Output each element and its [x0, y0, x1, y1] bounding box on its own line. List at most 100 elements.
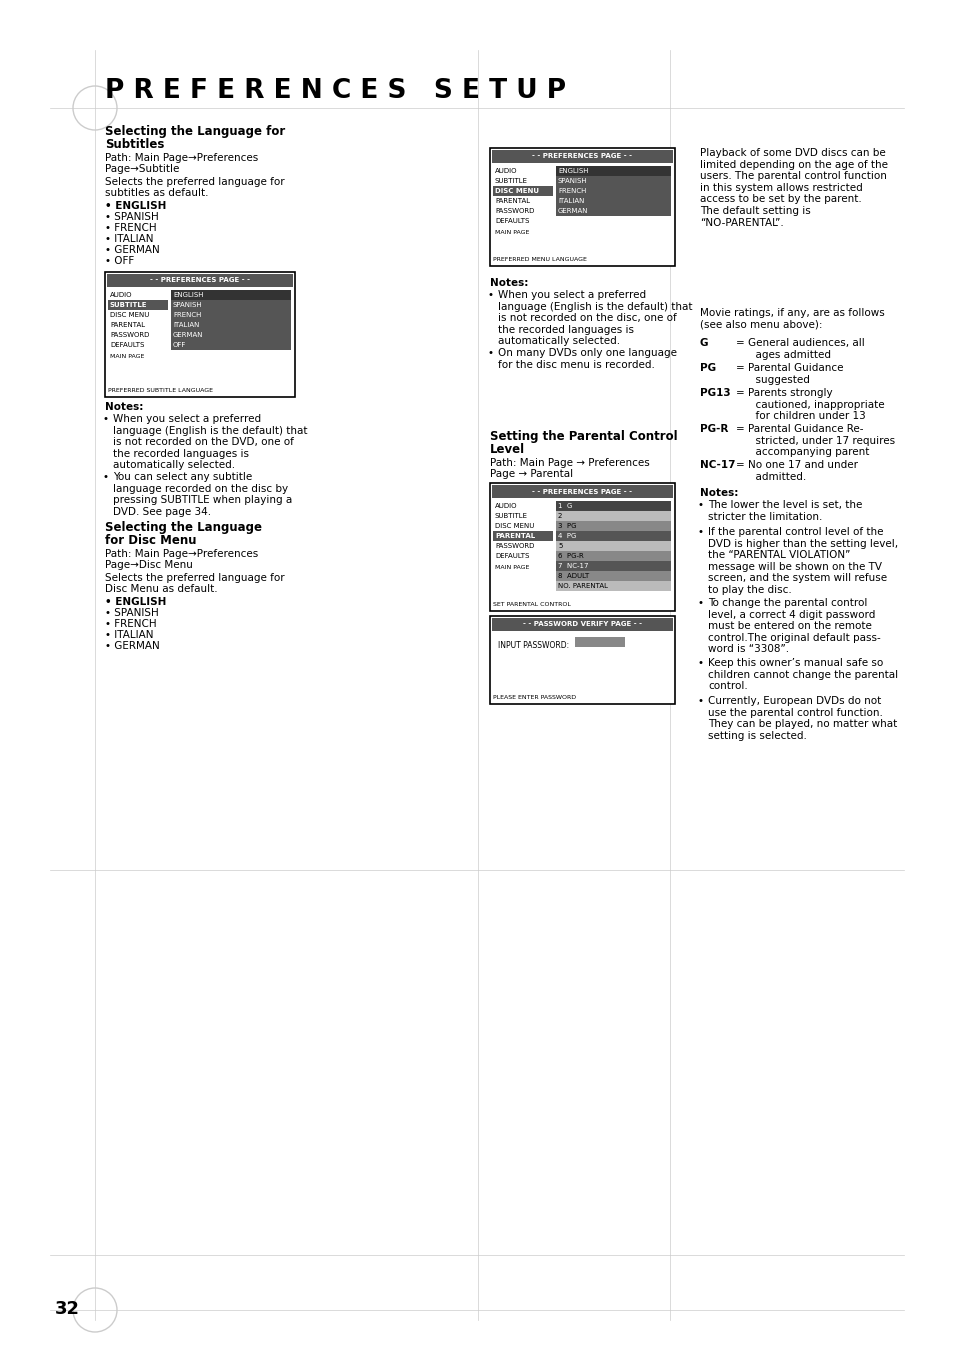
Text: ITALIAN: ITALIAN [558, 198, 584, 204]
Text: GERMAN: GERMAN [172, 332, 203, 339]
Bar [492, 618, 672, 631]
Text: •: • [103, 472, 109, 482]
Text: DEFAULTS: DEFAULTS [495, 553, 529, 558]
Text: AUDIO: AUDIO [495, 503, 517, 509]
Bar [556, 186, 670, 196]
Bar [556, 166, 670, 175]
Bar [492, 486, 672, 498]
Text: • ITALIAN: • ITALIAN [105, 233, 153, 244]
Text: Currently, European DVDs do not
use the parental control function.
They can be p: Currently, European DVDs do not use the … [707, 696, 897, 741]
Text: Page→Disc Menu: Page→Disc Menu [105, 560, 193, 571]
Text: NO. PARENTAL: NO. PARENTAL [558, 583, 607, 590]
Text: - - PREFERENCES PAGE - -: - - PREFERENCES PAGE - - [532, 488, 632, 495]
Bar [171, 310, 291, 320]
Text: •: • [698, 527, 703, 537]
Text: 5: 5 [558, 544, 561, 549]
Text: Notes:: Notes: [700, 488, 738, 498]
Text: PARENTAL: PARENTAL [495, 533, 535, 540]
Text: When you select a preferred
language (English is the default) that
is not record: When you select a preferred language (En… [112, 414, 307, 471]
Text: • FRENCH: • FRENCH [105, 223, 156, 233]
Text: - - PASSWORD VERIFY PAGE - -: - - PASSWORD VERIFY PAGE - - [522, 622, 641, 627]
Text: PASSWORD: PASSWORD [495, 208, 534, 214]
Text: Selects the preferred language for: Selects the preferred language for [105, 573, 284, 583]
Bar [556, 532, 670, 541]
Text: AUDIO: AUDIO [495, 169, 517, 174]
Bar [556, 206, 670, 216]
Text: Playback of some DVD discs can be
limited depending on the age of the
users. The: Playback of some DVD discs can be limite… [700, 148, 887, 228]
Bar [492, 150, 672, 163]
Text: FRENCH: FRENCH [172, 312, 201, 318]
Bar [493, 532, 553, 541]
Bar [171, 320, 291, 331]
Text: PASSWORD: PASSWORD [110, 332, 150, 339]
Bar [556, 175, 670, 186]
Text: Notes:: Notes: [490, 278, 528, 287]
Bar [171, 290, 291, 299]
Text: PARENTAL: PARENTAL [495, 198, 530, 204]
Text: Subtitles: Subtitles [105, 138, 164, 151]
Bar [556, 561, 670, 571]
Text: 3  PG: 3 PG [558, 523, 576, 529]
Text: • GERMAN: • GERMAN [105, 246, 159, 255]
Text: SPANISH: SPANISH [172, 302, 202, 308]
Bar [490, 483, 675, 611]
Bar [575, 637, 624, 648]
Text: If the parental control level of the
DVD is higher than the setting level,
the “: If the parental control level of the DVD… [707, 527, 897, 595]
Text: • FRENCH: • FRENCH [105, 619, 156, 629]
Text: SUBTITLE: SUBTITLE [495, 513, 527, 519]
Text: subtitles as default.: subtitles as default. [105, 188, 209, 198]
Text: •: • [698, 500, 703, 510]
Text: NC-17: NC-17 [700, 460, 735, 469]
Bar [107, 274, 293, 287]
Bar [171, 299, 291, 310]
Text: Selects the preferred language for: Selects the preferred language for [105, 177, 284, 188]
Text: Selecting the Language: Selecting the Language [105, 521, 262, 534]
Bar [171, 340, 291, 349]
Text: • SPANISH: • SPANISH [105, 212, 158, 223]
Text: Level: Level [490, 442, 524, 456]
Text: Movie ratings, if any, are as follows
(see also menu above):: Movie ratings, if any, are as follows (s… [700, 308, 883, 329]
Text: DISC MENU: DISC MENU [495, 188, 538, 194]
Bar [556, 196, 670, 206]
Text: • ITALIAN: • ITALIAN [105, 630, 153, 639]
Bar [556, 521, 670, 532]
Text: DEFAULTS: DEFAULTS [110, 343, 144, 348]
Bar [556, 541, 670, 550]
Text: OFF: OFF [172, 343, 186, 348]
Text: DISC MENU: DISC MENU [495, 523, 534, 529]
Text: ENGLISH: ENGLISH [172, 291, 203, 298]
Text: •: • [698, 696, 703, 706]
Bar [171, 331, 291, 340]
Text: 32: 32 [55, 1300, 80, 1318]
Text: GERMAN: GERMAN [558, 208, 588, 214]
Text: PLEASE ENTER PASSWORD: PLEASE ENTER PASSWORD [493, 695, 576, 700]
Text: G: G [700, 339, 708, 348]
Text: Setting the Parental Control: Setting the Parental Control [490, 430, 677, 442]
Text: DISC MENU: DISC MENU [110, 312, 150, 318]
Text: Selecting the Language for: Selecting the Language for [105, 125, 285, 138]
Text: Path: Main Page → Preferences: Path: Main Page → Preferences [490, 459, 649, 468]
Text: •: • [488, 348, 494, 357]
Text: DEFAULTS: DEFAULTS [495, 219, 529, 224]
Text: SPANISH: SPANISH [558, 178, 587, 183]
Text: Notes:: Notes: [105, 402, 143, 411]
Text: • ENGLISH: • ENGLISH [105, 201, 166, 210]
Text: PG13: PG13 [700, 389, 730, 398]
Text: = General audiences, all
      ages admitted: = General audiences, all ages admitted [735, 339, 863, 360]
Text: 7  NC-17: 7 NC-17 [558, 563, 588, 569]
Text: INPUT PASSWORD:: INPUT PASSWORD: [497, 641, 569, 650]
Text: ITALIAN: ITALIAN [172, 322, 199, 328]
Text: Keep this owner’s manual safe so
children cannot change the parental
control.: Keep this owner’s manual safe so childre… [707, 658, 897, 691]
Text: = Parents strongly
      cautioned, inappropriate
      for children under 13: = Parents strongly cautioned, inappropri… [735, 389, 883, 421]
Text: PG: PG [700, 363, 716, 374]
Text: •: • [488, 290, 494, 299]
Bar [556, 511, 670, 521]
Text: FRENCH: FRENCH [558, 188, 586, 194]
Text: PREFERRED MENU LANGUAGE: PREFERRED MENU LANGUAGE [493, 258, 586, 262]
Bar [493, 186, 553, 196]
Text: P R E F E R E N C E S   S E T U P: P R E F E R E N C E S S E T U P [105, 78, 565, 104]
Text: = Parental Guidance
      suggested: = Parental Guidance suggested [735, 363, 842, 384]
Text: 1  G: 1 G [558, 503, 572, 509]
Text: SUBTITLE: SUBTITLE [110, 302, 148, 308]
Text: PG-R: PG-R [700, 424, 727, 434]
